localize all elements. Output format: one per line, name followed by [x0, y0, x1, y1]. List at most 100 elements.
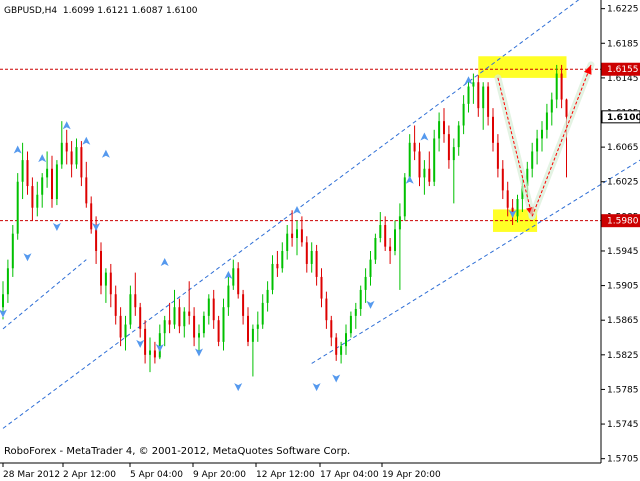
- candle-body: [526, 168, 529, 187]
- x-tick-label: 12 Apr 12:00: [256, 470, 315, 480]
- candle-body: [482, 86, 485, 109]
- fractal-down-icon: [52, 223, 61, 232]
- candle-body: [340, 346, 343, 355]
- fractal-up-icon: [224, 270, 233, 279]
- candle-body: [492, 116, 494, 143]
- candle-body: [545, 112, 548, 130]
- candle-body: [506, 190, 509, 208]
- candle-body: [276, 263, 279, 269]
- candle-body: [222, 307, 225, 342]
- y-tick-label: 1.5945: [607, 247, 639, 257]
- candle-body: [90, 203, 93, 230]
- x-tick-label: 9 Apr 20:00: [193, 470, 246, 480]
- candle-body: [153, 350, 156, 358]
- header-low: 1.6087: [131, 6, 164, 16]
- candle-body: [325, 298, 328, 321]
- x-tick-label: 5 Apr 04:00: [130, 470, 183, 480]
- candle-body: [95, 229, 98, 251]
- candle-body: [149, 350, 151, 355]
- fractal-down-icon: [508, 210, 517, 219]
- candle-body: [335, 337, 338, 355]
- candle-body: [286, 233, 289, 251]
- candle-body: [300, 229, 303, 243]
- candle-body: [516, 199, 519, 217]
- candle-body: [467, 86, 470, 104]
- candle-body: [315, 250, 318, 277]
- candle-body: [134, 294, 137, 308]
- candle-body: [60, 142, 63, 165]
- fractal-down-icon: [366, 300, 375, 309]
- zone-resistance: [478, 56, 567, 78]
- y-tick-label: 1.5905: [607, 282, 639, 292]
- candle-body: [447, 134, 450, 161]
- candle-body: [2, 294, 4, 308]
- header-symbol: GBPUSD,H4: [4, 6, 58, 16]
- price-label-box: [601, 110, 640, 124]
- fractal-up-icon: [13, 145, 22, 154]
- fractal-up-icon: [38, 154, 47, 163]
- y-tick-label: 1.6225: [607, 5, 639, 15]
- candle-body: [70, 151, 73, 165]
- candle-body: [261, 302, 264, 325]
- candle-body: [384, 225, 387, 247]
- candle-body: [291, 233, 294, 238]
- candle-body: [345, 333, 347, 347]
- forecast-line: [531, 64, 592, 217]
- fractal-down-icon: [0, 309, 7, 318]
- candle-body: [266, 289, 269, 303]
- fractal-up-icon: [160, 257, 169, 266]
- candle-body: [403, 177, 406, 217]
- candle-body: [443, 121, 445, 135]
- candle-body: [281, 250, 284, 269]
- candle-body: [183, 311, 186, 327]
- fractal-up-icon: [101, 149, 110, 158]
- price-label-text: 1.6155: [607, 65, 639, 75]
- candle-body: [6, 268, 9, 295]
- candle-body: [330, 320, 333, 338]
- header-open: 1.6099: [62, 6, 95, 16]
- candle-body: [305, 242, 308, 264]
- candle-body: [247, 315, 249, 342]
- candle-body: [207, 298, 210, 316]
- x-tick-label: 28 Mar 2012: [3, 470, 60, 480]
- candle-body: [477, 82, 480, 109]
- candle-body: [21, 160, 24, 182]
- candle-body: [144, 328, 147, 355]
- chart-header: GBPUSD,H4 1.6099 1.6121 1.6087 1.6100: [4, 6, 198, 17]
- candle-body: [496, 142, 499, 169]
- candle-body: [536, 138, 539, 152]
- y-tick-label: 1.6145: [607, 74, 639, 84]
- candle-body: [178, 307, 181, 327]
- candle-body: [168, 320, 171, 325]
- candle-body: [565, 99, 568, 117]
- candle-body: [26, 160, 29, 187]
- candle-body: [46, 168, 49, 178]
- fractal-down-icon: [23, 253, 32, 262]
- candle-body: [550, 99, 553, 113]
- candle-body: [438, 121, 441, 139]
- candle-body: [408, 142, 411, 178]
- candle-body: [124, 324, 127, 338]
- candle-body: [119, 315, 122, 338]
- candle-body: [188, 311, 191, 316]
- candle-body: [109, 272, 112, 295]
- y-tick-label: 1.6065: [607, 143, 639, 153]
- candle-body: [55, 164, 58, 200]
- fractals-layer: [0, 76, 517, 392]
- fractal-down-icon: [234, 383, 243, 392]
- y-tick-label: 1.5745: [607, 420, 639, 430]
- candle-body: [452, 147, 455, 161]
- candles-layer: [2, 64, 568, 377]
- x-tick-label: 17 Apr 04:00: [320, 470, 379, 480]
- fractal-up-icon: [82, 136, 91, 145]
- y-tick-label: 1.5705: [607, 455, 639, 465]
- forecast-line: [497, 77, 533, 217]
- candle-body: [212, 298, 215, 321]
- fractal-up-icon: [293, 206, 301, 215]
- candle-body: [100, 250, 102, 286]
- candle-body: [364, 276, 367, 290]
- header-close: 1.6100: [166, 6, 198, 16]
- candle-body: [472, 82, 475, 87]
